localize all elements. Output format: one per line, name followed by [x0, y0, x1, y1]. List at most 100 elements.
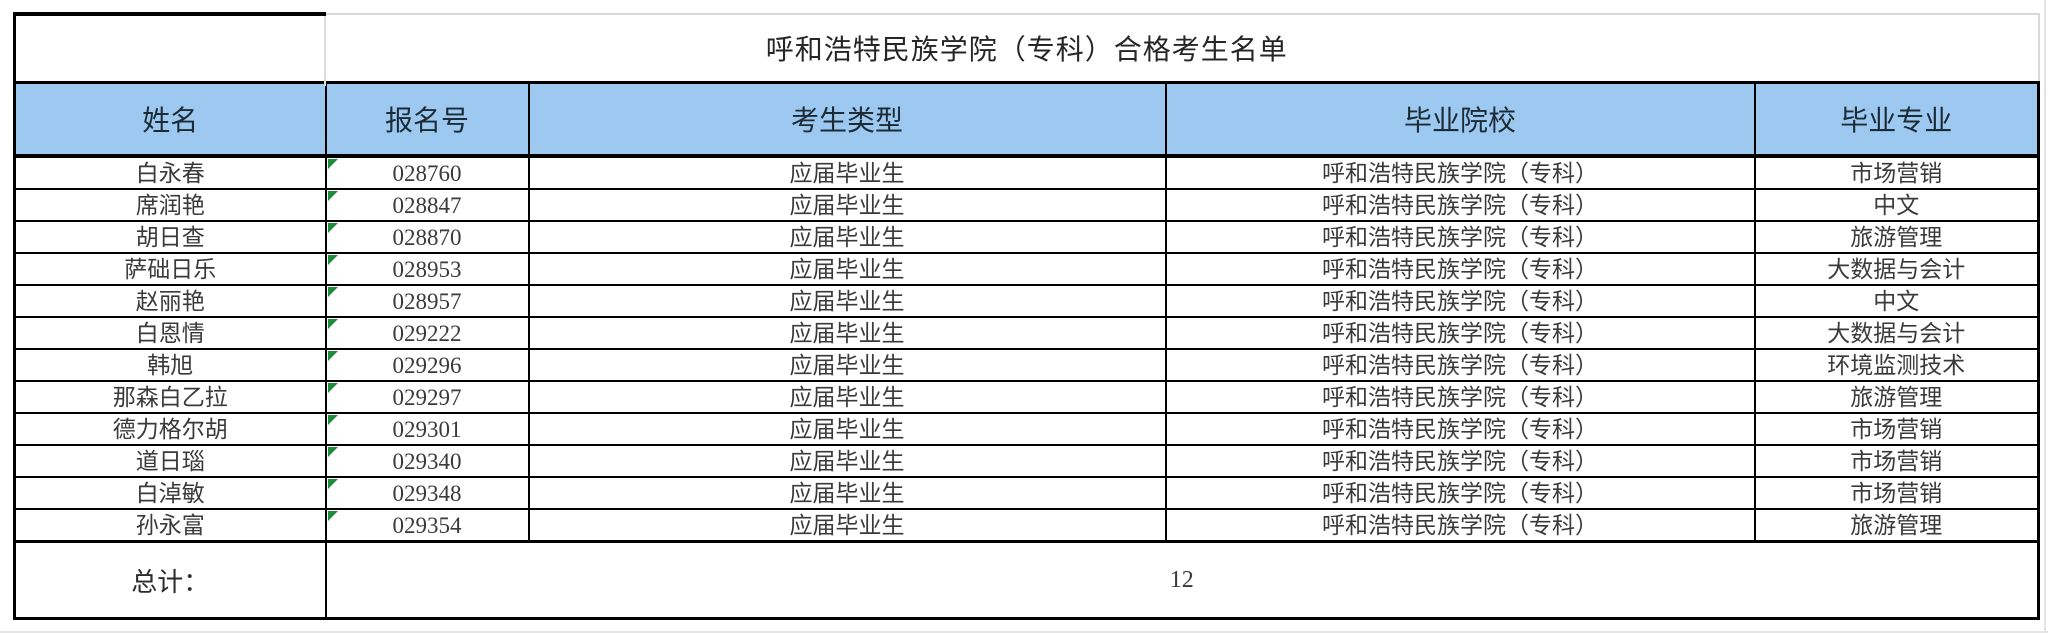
- column-header-2[interactable]: 报名号: [324, 81, 530, 158]
- cell-name[interactable]: 白永春: [13, 155, 327, 190]
- cell-type[interactable]: 应届毕业生: [527, 188, 1167, 222]
- column-header-5[interactable]: 毕业专业: [1753, 81, 2041, 158]
- cell-reg-no[interactable]: 028870: [324, 220, 530, 254]
- total-value-cell[interactable]: 12: [324, 540, 2041, 620]
- cell-name[interactable]: 道日瑙: [13, 444, 327, 478]
- cell-major[interactable]: 市场营销: [1753, 476, 2041, 510]
- cell-type[interactable]: 应届毕业生: [527, 476, 1167, 510]
- number-stored-as-text-indicator-icon: [327, 415, 338, 425]
- table-row: 道日瑙 029340 应届毕业生 呼和浩特民族学院（专科） 市场营销: [13, 444, 2041, 478]
- table-row: 席润艳 028847 应届毕业生 呼和浩特民族学院（专科） 中文: [13, 188, 2041, 222]
- cell-reg-no-text: 028953: [392, 256, 462, 282]
- cell-name[interactable]: 白恩情: [13, 316, 327, 350]
- cell-reg-no-text: 029296: [392, 352, 462, 378]
- cell-type[interactable]: 应届毕业生: [527, 412, 1167, 446]
- cell-school[interactable]: 呼和浩特民族学院（专科）: [1164, 220, 1756, 254]
- sheet-gridline-right: [2044, 0, 2046, 633]
- cell-reg-no-text: 029222: [392, 320, 462, 346]
- number-stored-as-text-indicator-icon: [327, 383, 338, 393]
- cell-school[interactable]: 呼和浩特民族学院（专科）: [1164, 348, 1756, 382]
- column-header-1[interactable]: 姓名: [13, 81, 327, 158]
- number-stored-as-text-indicator-icon: [327, 223, 338, 233]
- cell-name[interactable]: 那森白乙拉: [13, 380, 327, 414]
- cell-name[interactable]: 胡日查: [13, 220, 327, 254]
- table-row: 孙永富 029354 应届毕业生 呼和浩特民族学院（专科） 旅游管理: [13, 508, 2041, 543]
- cell-school[interactable]: 呼和浩特民族学院（专科）: [1164, 155, 1756, 190]
- cell-school[interactable]: 呼和浩特民族学院（专科）: [1164, 508, 1756, 543]
- cell-reg-no[interactable]: 028953: [324, 252, 530, 286]
- cell-major[interactable]: 旅游管理: [1753, 508, 2041, 543]
- cell-type[interactable]: 应届毕业生: [527, 348, 1167, 382]
- cell-school[interactable]: 呼和浩特民族学院（专科）: [1164, 380, 1756, 414]
- cell-reg-no[interactable]: 028957: [324, 284, 530, 318]
- cell-type[interactable]: 应届毕业生: [527, 316, 1167, 350]
- number-stored-as-text-indicator-icon: [327, 191, 338, 201]
- table-row: 胡日查 028870 应届毕业生 呼和浩特民族学院（专科） 旅游管理: [13, 220, 2041, 254]
- cell-reg-no[interactable]: 028760: [324, 155, 530, 190]
- cell-school[interactable]: 呼和浩特民族学院（专科）: [1164, 412, 1756, 446]
- cell-reg-no[interactable]: 029297: [324, 380, 530, 414]
- cell-major[interactable]: 中文: [1753, 188, 2041, 222]
- cell-name[interactable]: 赵丽艳: [13, 284, 327, 318]
- table-row: 白淖敏 029348 应届毕业生 呼和浩特民族学院（专科） 市场营销: [13, 476, 2041, 510]
- number-stored-as-text-indicator-icon: [327, 447, 338, 457]
- cell-reg-no[interactable]: 029340: [324, 444, 530, 478]
- cell-major[interactable]: 市场营销: [1753, 155, 2041, 190]
- number-stored-as-text-indicator-icon: [327, 479, 338, 489]
- column-header-3[interactable]: 考生类型: [527, 81, 1167, 158]
- cell-name[interactable]: 萨础日乐: [13, 252, 327, 286]
- number-stored-as-text-indicator-icon: [327, 351, 338, 361]
- cell-reg-no-text: 029354: [392, 512, 462, 538]
- cell-school[interactable]: 呼和浩特民族学院（专科）: [1164, 476, 1756, 510]
- table-row: 白恩情 029222 应届毕业生 呼和浩特民族学院（专科） 大数据与会计: [13, 316, 2041, 350]
- cell-reg-no-text: 028760: [392, 160, 462, 186]
- total-label-cell[interactable]: 总计：: [13, 540, 327, 620]
- title-row-gridline: [324, 14, 326, 86]
- number-stored-as-text-indicator-icon: [327, 319, 338, 329]
- cell-name[interactable]: 德力格尔胡: [13, 412, 327, 446]
- column-header-4[interactable]: 毕业院校: [1164, 81, 1756, 158]
- cell-reg-no-text: 028847: [392, 192, 462, 218]
- cell-major[interactable]: 大数据与会计: [1753, 252, 2041, 286]
- cell-major[interactable]: 旅游管理: [1753, 380, 2041, 414]
- number-stored-as-text-indicator-icon: [327, 287, 338, 297]
- cell-major[interactable]: 大数据与会计: [1753, 316, 2041, 350]
- cell-major[interactable]: 旅游管理: [1753, 220, 2041, 254]
- cell-type[interactable]: 应届毕业生: [527, 252, 1167, 286]
- table-row: 那森白乙拉 029297 应届毕业生 呼和浩特民族学院（专科） 旅游管理: [13, 380, 2041, 414]
- cell-type[interactable]: 应届毕业生: [527, 284, 1167, 318]
- cell-major[interactable]: 市场营销: [1753, 412, 2041, 446]
- footer-row: 总计： 12: [13, 540, 2041, 620]
- table-row: 韩旭 029296 应届毕业生 呼和浩特民族学院（专科） 环境监测技术: [13, 348, 2041, 382]
- cell-reg-no-text: 029301: [392, 416, 462, 442]
- cell-school[interactable]: 呼和浩特民族学院（专科）: [1164, 316, 1756, 350]
- cell-reg-no[interactable]: 028847: [324, 188, 530, 222]
- table-title-cell[interactable]: 呼和浩特民族学院（专科）合格考生名单: [12, 13, 2040, 84]
- cell-school[interactable]: 呼和浩特民族学院（专科）: [1164, 444, 1756, 478]
- cell-type[interactable]: 应届毕业生: [527, 508, 1167, 543]
- table-row: 白永春 028760 应届毕业生 呼和浩特民族学院（专科） 市场营销: [13, 155, 2041, 190]
- number-stored-as-text-indicator-icon: [327, 511, 338, 521]
- number-stored-as-text-indicator-icon: [327, 159, 338, 169]
- cell-reg-no[interactable]: 029296: [324, 348, 530, 382]
- cell-type[interactable]: 应届毕业生: [527, 444, 1167, 478]
- cell-reg-no[interactable]: 029301: [324, 412, 530, 446]
- cell-name[interactable]: 孙永富: [13, 508, 327, 543]
- cell-major[interactable]: 中文: [1753, 284, 2041, 318]
- cell-school[interactable]: 呼和浩特民族学院（专科）: [1164, 188, 1756, 222]
- cell-name[interactable]: 韩旭: [13, 348, 327, 382]
- cell-major[interactable]: 环境监测技术: [1753, 348, 2041, 382]
- cell-reg-no[interactable]: 029348: [324, 476, 530, 510]
- cell-type[interactable]: 应届毕业生: [527, 380, 1167, 414]
- cell-name[interactable]: 席润艳: [13, 188, 327, 222]
- cell-school[interactable]: 呼和浩特民族学院（专科）: [1164, 284, 1756, 318]
- cell-name[interactable]: 白淖敏: [13, 476, 327, 510]
- cell-major[interactable]: 市场营销: [1753, 444, 2041, 478]
- cell-school[interactable]: 呼和浩特民族学院（专科）: [1164, 252, 1756, 286]
- cell-type[interactable]: 应届毕业生: [527, 220, 1167, 254]
- table-row: 萨础日乐 028953 应届毕业生 呼和浩特民族学院（专科） 大数据与会计: [13, 252, 2041, 286]
- cell-reg-no[interactable]: 029354: [324, 508, 530, 543]
- candidates-table: 呼和浩特民族学院（专科）合格考生名单 姓名 报名号 考生类型 毕业院校 毕业专业 白永春…: [12, 13, 2041, 620]
- cell-type[interactable]: 应届毕业生: [527, 155, 1167, 190]
- cell-reg-no[interactable]: 029222: [324, 316, 530, 350]
